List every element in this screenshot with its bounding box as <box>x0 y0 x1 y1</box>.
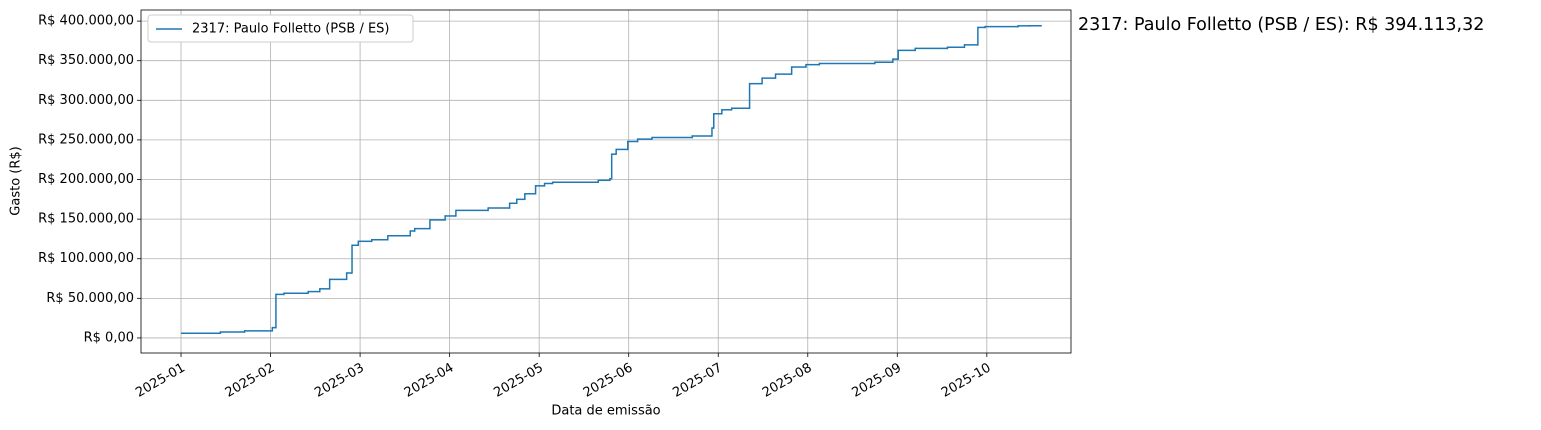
plot-frame <box>140 9 1072 354</box>
x-tick-label: 2025-01 <box>133 361 188 401</box>
y-tick-label: R$ 400.000,00 <box>38 14 134 29</box>
annotation: 2317: Paulo Folletto (PSB / ES): R$ 394.… <box>1078 15 1484 35</box>
y-tick-label: R$ 150.000,00 <box>38 212 134 227</box>
y-tick-label: R$ 200.000,00 <box>38 172 134 187</box>
y-tick-label: R$ 250.000,00 <box>38 132 134 147</box>
legend-label: 2317: Paulo Folletto (PSB / ES) <box>192 22 390 37</box>
x-tick-label: 2025-10 <box>939 361 994 401</box>
x-tick-label: 2025-03 <box>312 361 367 401</box>
x-tick-label: 2025-07 <box>670 361 725 401</box>
x-tick-label: 2025-04 <box>402 361 457 401</box>
legend-box <box>147 14 414 43</box>
x-tick-label: 2025-02 <box>223 361 278 401</box>
x-tick-label: 2025-05 <box>491 361 546 401</box>
y-tick-label: R$ 100.000,00 <box>38 251 134 266</box>
y-tick-label: R$ 50.000,00 <box>46 291 134 306</box>
x-tick-label: 2025-09 <box>850 361 905 401</box>
y-tick-label: R$ 0,00 <box>84 330 134 345</box>
y-axis-label: Gasto (R$) <box>9 146 24 215</box>
x-tick-label: 2025-06 <box>581 361 636 401</box>
x-tick-label: 2025-08 <box>760 361 815 401</box>
x-axis-label: Data de emissão <box>551 404 660 419</box>
y-tick-label: R$ 300.000,00 <box>38 93 134 108</box>
y-tick-label: R$ 350.000,00 <box>38 53 134 68</box>
